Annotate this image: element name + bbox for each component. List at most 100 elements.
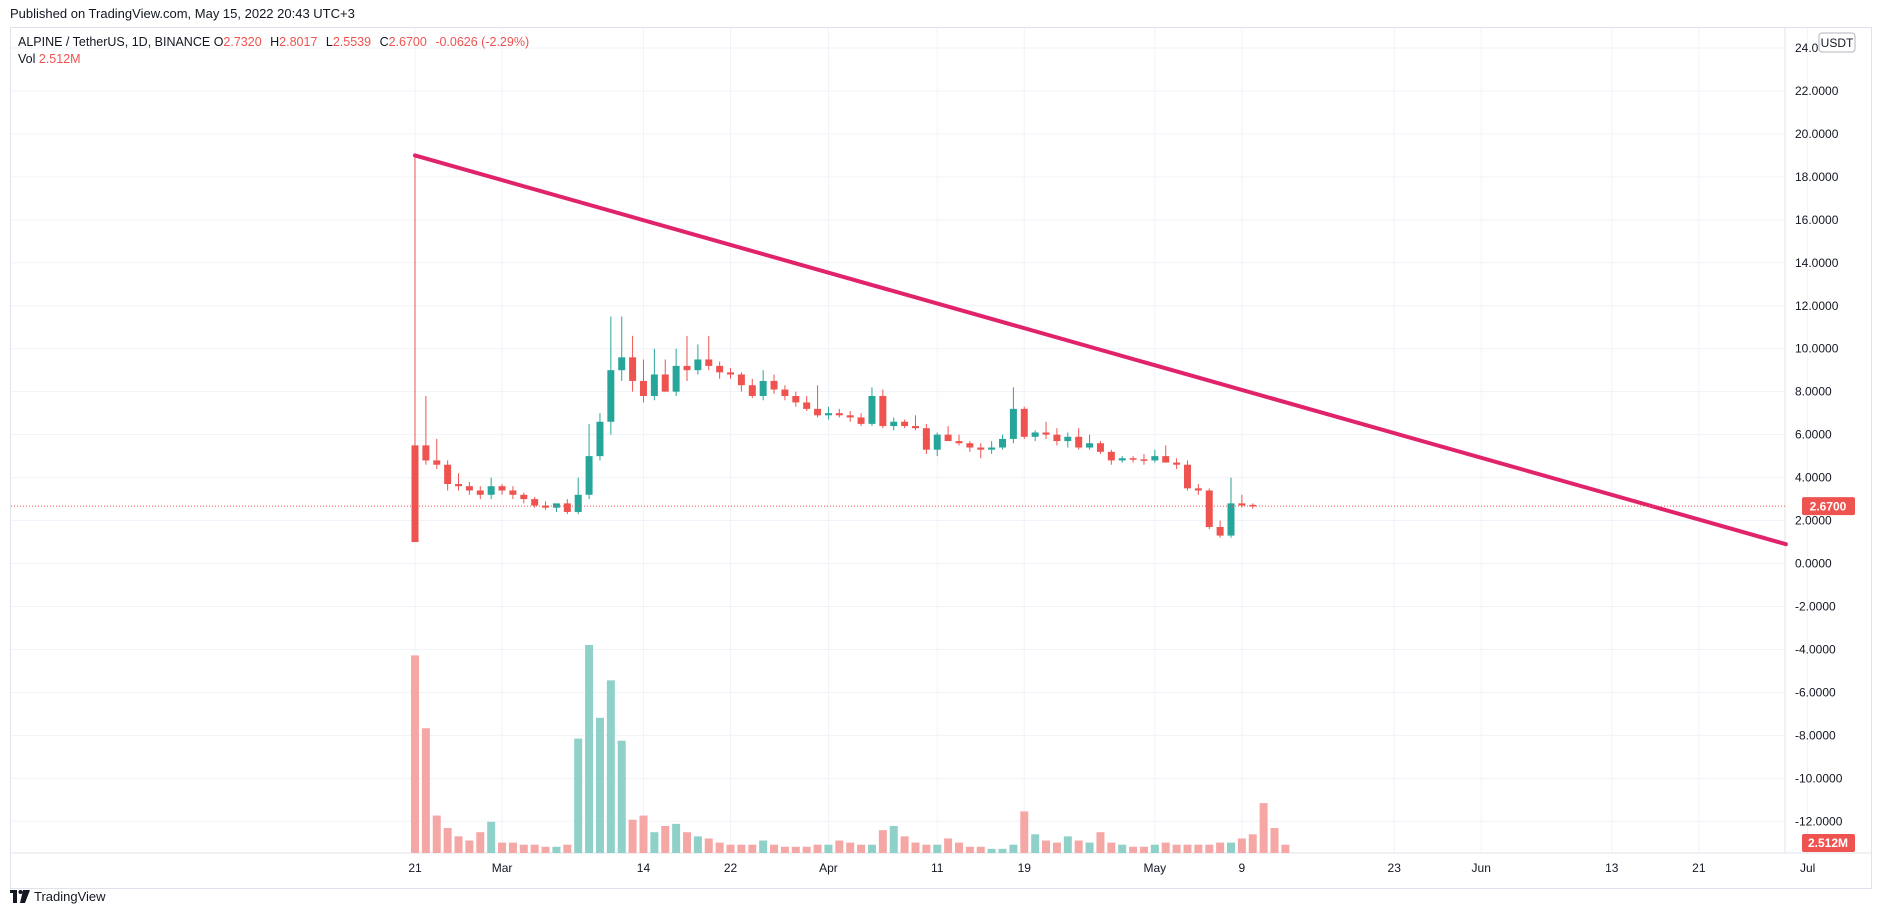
x-tick-label: Mar	[492, 861, 513, 875]
volume-bar	[1107, 842, 1116, 853]
volume-bar	[1259, 803, 1268, 853]
volume-bar	[737, 844, 746, 853]
candle-body	[901, 421, 909, 427]
volume-bar	[476, 832, 485, 853]
candle	[748, 378, 756, 399]
candle-body	[1107, 451, 1115, 461]
candle	[1118, 456, 1126, 463]
candle-body	[455, 484, 463, 487]
candle	[716, 361, 724, 379]
gridlines	[11, 28, 1809, 853]
candle-body	[890, 421, 898, 427]
candle	[542, 501, 550, 510]
volume-bar	[595, 717, 604, 853]
candle-body	[824, 413, 832, 416]
volume-bar	[1139, 846, 1148, 853]
volume-bar	[606, 680, 615, 853]
volume-bar	[421, 728, 430, 853]
volume-bar	[1129, 846, 1138, 853]
volume-bar	[1118, 844, 1127, 853]
x-tick-label: 19	[1018, 861, 1032, 875]
volume-bar	[1009, 844, 1018, 853]
volume-bar	[650, 832, 659, 853]
candle-body	[1216, 527, 1224, 536]
volume-bar	[770, 844, 779, 853]
candle	[1086, 434, 1094, 450]
candle	[1162, 445, 1170, 463]
volume-bar	[1085, 842, 1094, 853]
volume-bar	[813, 844, 822, 853]
candle-body	[607, 370, 615, 422]
candle	[563, 499, 571, 515]
volume-bar	[498, 842, 507, 853]
volume-bar	[530, 844, 539, 853]
candle	[629, 335, 637, 392]
y-tick-label: 0.0000	[1795, 557, 1832, 571]
candle	[1194, 484, 1202, 495]
candle-body	[835, 413, 843, 416]
x-tick-label: 9	[1239, 861, 1246, 875]
legend-symbol[interactable]: ALPINE / TetherUS, 1D, BINANCE	[18, 35, 211, 49]
candle	[1031, 430, 1039, 442]
candle-body	[1238, 503, 1246, 506]
candle-body	[737, 374, 745, 386]
volume-bar	[585, 645, 594, 853]
x-tick-label: May	[1144, 861, 1167, 875]
volume-bar	[802, 846, 811, 853]
candle-body	[411, 445, 419, 543]
legend-open-label: O	[213, 35, 224, 49]
volume-bar	[704, 838, 713, 853]
volume-bar	[1052, 842, 1061, 853]
volume-bar	[1042, 840, 1051, 853]
candle	[879, 389, 887, 429]
candle	[857, 413, 865, 427]
volume-bar	[1161, 842, 1170, 853]
y-tick-label: 12.0000	[1795, 299, 1839, 313]
y-tick-label: -4.0000	[1795, 642, 1836, 656]
volume-bar	[867, 844, 876, 853]
candle	[639, 359, 647, 403]
volume-bar	[922, 844, 931, 853]
candle	[683, 335, 691, 381]
volume-bar	[933, 844, 942, 853]
volume-bar	[1183, 844, 1192, 853]
volume-bar	[443, 828, 452, 853]
volume-bars	[411, 645, 1290, 853]
candle	[661, 359, 669, 392]
volume-bar	[715, 842, 724, 853]
candle	[607, 316, 615, 435]
candle	[1183, 460, 1191, 491]
candle	[531, 496, 539, 508]
candle-body	[705, 359, 713, 366]
candle	[966, 441, 974, 452]
last-price-tag: 2.6700	[1802, 497, 1855, 516]
volume-bar	[976, 846, 985, 853]
volume-bar	[889, 825, 898, 853]
candle-body	[639, 380, 647, 396]
candle	[672, 348, 680, 396]
volume-bar	[1096, 832, 1105, 853]
candle-body	[846, 415, 854, 418]
volume-bar	[1248, 834, 1257, 853]
candle	[552, 503, 560, 512]
volume-bar	[1205, 844, 1214, 853]
candle	[487, 477, 495, 500]
y-tick-label: 18.0000	[1795, 170, 1839, 184]
candle-body	[509, 490, 517, 495]
candle	[1042, 421, 1050, 439]
candle	[1140, 453, 1148, 465]
candle	[618, 316, 626, 381]
footer-brand[interactable]: TradingView	[10, 889, 106, 904]
y-tick-label: 16.0000	[1795, 213, 1839, 227]
currency-badge-box	[1818, 32, 1856, 53]
candle	[901, 419, 909, 429]
candle	[988, 441, 996, 454]
volume-bar	[857, 844, 866, 853]
candle-body	[1129, 458, 1137, 460]
volume-bar	[835, 840, 844, 853]
currency-badge: USDT	[1818, 32, 1856, 53]
x-tick-label: 11	[931, 861, 944, 875]
candle-body	[868, 395, 876, 424]
y-tick-label: -8.0000	[1795, 728, 1836, 742]
